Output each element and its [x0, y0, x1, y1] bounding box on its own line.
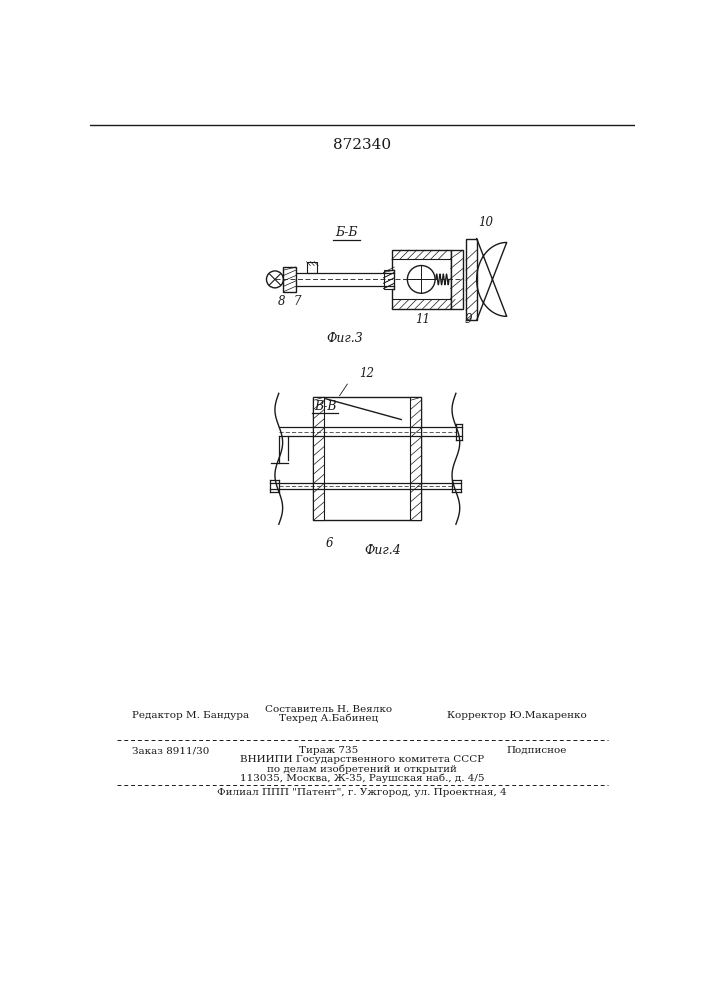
Text: Филиал ППП "Патент", г. Ужгород, ул. Проектная, 4: Филиал ППП "Патент", г. Ужгород, ул. Про…: [217, 788, 507, 797]
Bar: [383, 270, 395, 289]
Text: 8: 8: [278, 295, 286, 308]
Text: 113035, Москва, Ж-35, Раушская наб., д. 4/5: 113035, Москва, Ж-35, Раушская наб., д. …: [240, 774, 484, 783]
Text: Корректор Ю.Макаренко: Корректор Ю.Макаренко: [447, 711, 587, 720]
Text: Тираж 735: Тираж 735: [299, 746, 358, 755]
Text: Б-Б: Б-Б: [335, 226, 358, 239]
Bar: [284, 267, 296, 292]
Bar: [392, 250, 450, 309]
Bar: [313, 397, 325, 520]
Text: Фиг.3: Фиг.3: [326, 332, 363, 345]
Bar: [450, 250, 463, 309]
Text: В-В: В-В: [314, 400, 337, 413]
Text: Составитель Н. Веялко: Составитель Н. Веялко: [265, 705, 392, 714]
Text: Подписное: Подписное: [506, 746, 567, 755]
Text: ВНИИПИ Государственного комитета СССР: ВНИИПИ Государственного комитета СССР: [240, 755, 484, 764]
Text: 9: 9: [464, 313, 472, 326]
Circle shape: [407, 266, 435, 293]
Text: 7: 7: [293, 295, 301, 308]
Bar: [411, 397, 421, 520]
Text: 6: 6: [326, 537, 333, 550]
Text: Фиг.4: Фиг.4: [364, 544, 401, 556]
Text: 11: 11: [415, 313, 431, 326]
Text: 12: 12: [359, 367, 374, 380]
Bar: [307, 262, 317, 273]
Text: Заказ 8911/30: Заказ 8911/30: [132, 746, 210, 755]
Text: 10: 10: [478, 216, 493, 229]
Text: Редактор М. Бандура: Редактор М. Бандура: [132, 711, 250, 720]
Bar: [313, 397, 421, 520]
Bar: [466, 239, 477, 320]
Text: по делам изобретений и открытий: по делам изобретений и открытий: [267, 764, 457, 774]
Circle shape: [267, 271, 284, 288]
Text: Техред А.Бабинец: Техред А.Бабинец: [279, 713, 378, 723]
Text: 872340: 872340: [333, 138, 391, 152]
